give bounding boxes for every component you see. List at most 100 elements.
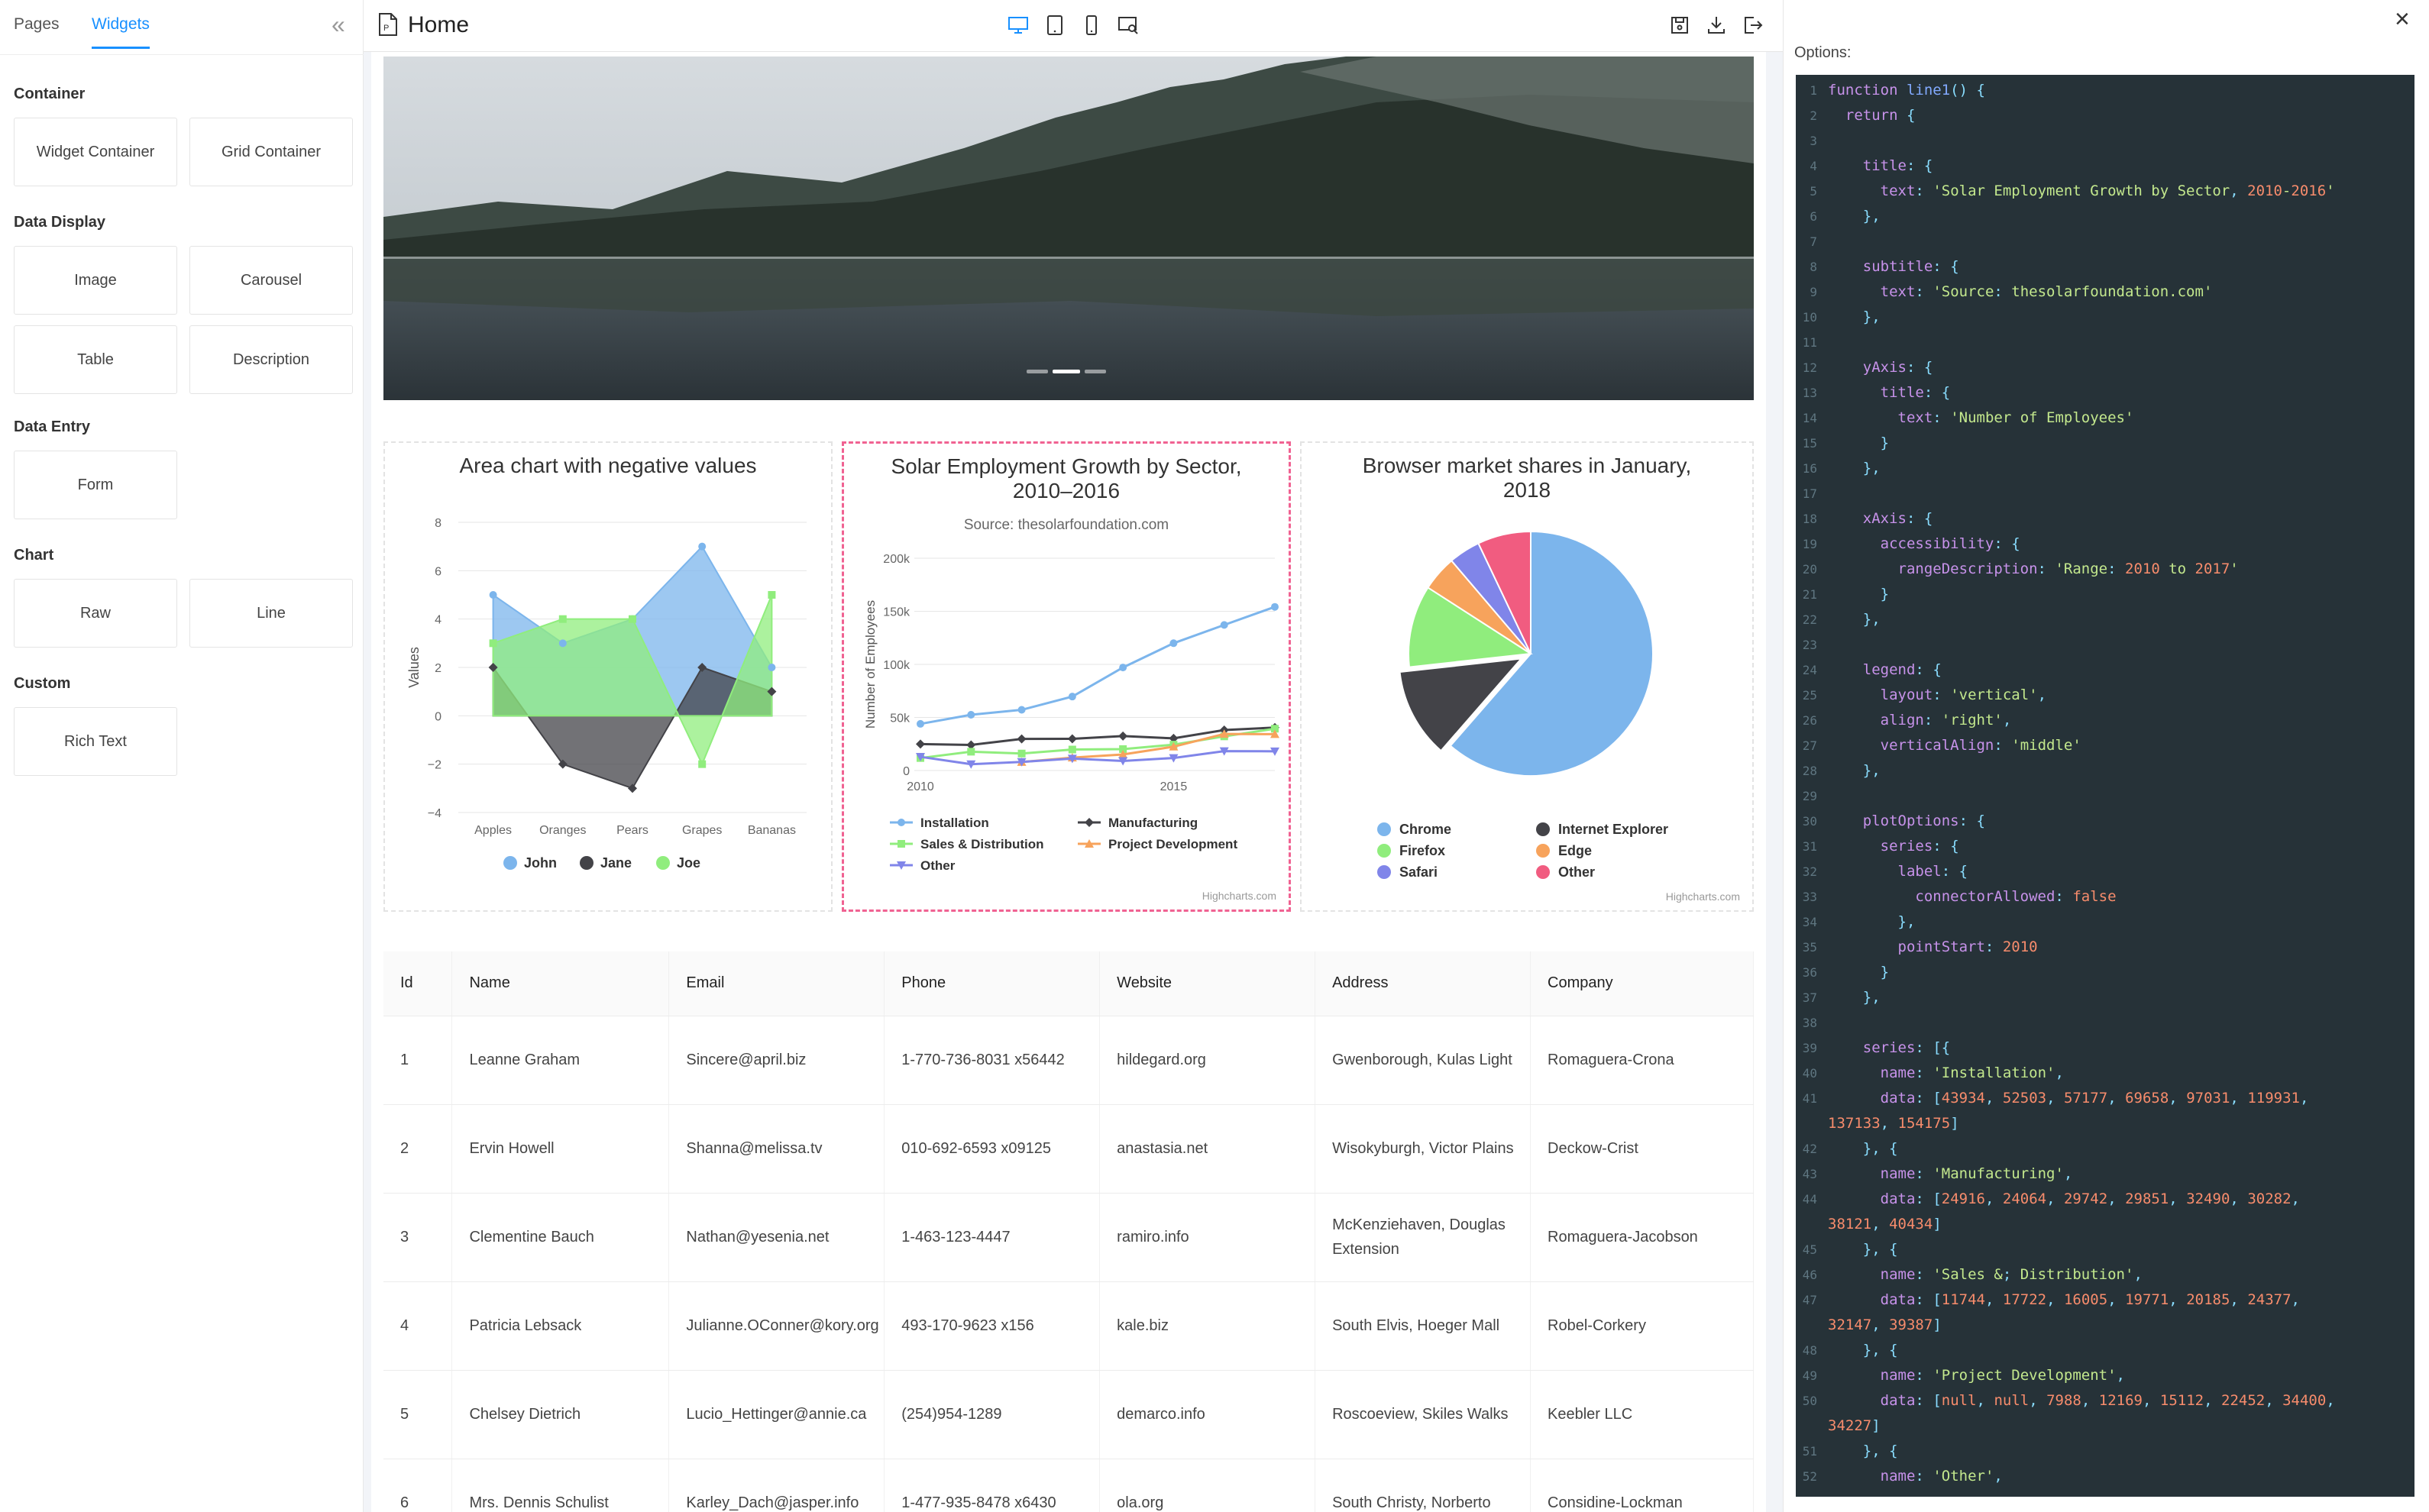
code-line[interactable]: 13 title: { <box>1796 380 2414 405</box>
code-line[interactable]: 21 } <box>1796 582 2414 607</box>
code-line[interactable]: 3 <box>1796 128 2414 153</box>
carousel-dot-active[interactable] <box>1053 370 1080 373</box>
legend-item-project-development[interactable]: Project Development <box>1108 837 1237 851</box>
widget-raw[interactable]: Raw <box>14 579 177 648</box>
legend-marker[interactable] <box>580 856 594 870</box>
widget-rich-text[interactable]: Rich Text <box>14 707 177 776</box>
code-line[interactable]: 38121, 40434] <box>1796 1212 2414 1237</box>
column-header-phone[interactable]: Phone <box>884 951 1101 1016</box>
legend-marker[interactable] <box>656 856 670 870</box>
column-header-email[interactable]: Email <box>668 951 885 1016</box>
code-line[interactable]: 17 <box>1796 481 2414 506</box>
widget-line[interactable]: Line <box>189 579 353 648</box>
code-line[interactable]: 45 }, { <box>1796 1237 2414 1262</box>
legend-item-internet-explorer[interactable]: Internet Explorer <box>1558 822 1668 837</box>
code-line[interactable]: 32147, 39387] <box>1796 1313 2414 1338</box>
pie-slice-firefox[interactable] <box>1408 586 1533 668</box>
data-point[interactable] <box>916 739 925 749</box>
code-line[interactable]: 44 data: [24916, 24064, 29742, 29851, 32… <box>1796 1187 2414 1212</box>
data-point[interactable] <box>1119 664 1127 672</box>
code-line[interactable]: 4 title: { <box>1796 153 2414 179</box>
pie-slice-chrome[interactable] <box>1449 530 1654 777</box>
data-point[interactable] <box>1169 639 1178 648</box>
data-point[interactable] <box>917 719 924 728</box>
data-point[interactable] <box>966 760 976 769</box>
code-line[interactable]: 40 name: 'Installation', <box>1796 1061 2414 1086</box>
legend-marker[interactable] <box>1377 865 1391 879</box>
code-line[interactable]: 22 }, <box>1796 607 2414 632</box>
data-point[interactable] <box>1270 747 1279 756</box>
code-editor[interactable]: 1 function line1() {2 return {3 4 title: {… <box>1796 75 2414 1497</box>
area-chart-widget[interactable]: Area chart with negative values 8 6 4 2 0 −2 −… <box>383 441 833 912</box>
code-line[interactable]: 50 data: [null, null, 7988, 12169, 15112… <box>1796 1388 2414 1413</box>
data-point[interactable] <box>1118 749 1128 758</box>
data-point[interactable] <box>489 591 497 599</box>
code-line[interactable]: 52 name: 'Other', <box>1796 1464 2414 1489</box>
data-point[interactable] <box>966 740 976 750</box>
data-point[interactable] <box>1017 706 1026 714</box>
table-row[interactable]: 1 Leanne Graham Sincere@april.biz 1-770-736… <box>383 1016 1754 1105</box>
code-line[interactable]: 24 legend: { <box>1796 657 2414 683</box>
legend-item-installation[interactable]: Installation <box>920 816 989 830</box>
data-point[interactable] <box>489 639 497 648</box>
exit-icon[interactable] <box>1742 14 1764 37</box>
carousel-widget[interactable] <box>383 57 1754 400</box>
data-point[interactable] <box>1169 741 1179 751</box>
code-line[interactable]: 2 return { <box>1796 103 2414 128</box>
data-point[interactable] <box>1169 754 1179 763</box>
data-point[interactable] <box>1118 731 1128 741</box>
line-series-sales-distribution[interactable] <box>920 727 1276 760</box>
code-line[interactable]: 37 }, <box>1796 985 2414 1010</box>
carousel-dot[interactable] <box>1027 370 1048 373</box>
code-line[interactable]: 137133, 154175] <box>1796 1111 2414 1136</box>
data-point[interactable] <box>1220 621 1228 629</box>
code-line[interactable]: 15 } <box>1796 431 2414 456</box>
data-point[interactable] <box>1085 818 1094 827</box>
line-chart-widget[interactable]: Solar Employment Growth by Sector, 2010–… <box>842 441 1291 912</box>
data-point[interactable] <box>629 615 636 623</box>
save-icon[interactable] <box>1668 14 1691 37</box>
widget-carousel[interactable]: Carousel <box>189 246 353 315</box>
download-icon[interactable] <box>1705 14 1728 37</box>
legend-item-john[interactable]: John <box>524 855 557 871</box>
data-point[interactable] <box>967 748 975 756</box>
data-point[interactable] <box>1118 757 1128 766</box>
legend-item-other[interactable]: Other <box>1558 864 1595 880</box>
code-line[interactable]: 47 data: [11744, 17722, 16005, 19771, 20… <box>1796 1287 2414 1313</box>
data-point[interactable] <box>1085 839 1094 848</box>
code-line[interactable]: 20 rangeDescription: 'Range: 2010 to 201… <box>1796 557 2414 582</box>
code-line[interactable]: 36 } <box>1796 960 2414 985</box>
legend-item-edge[interactable]: Edge <box>1558 843 1592 858</box>
data-point[interactable] <box>1017 749 1026 758</box>
legend-item-jane[interactable]: Jane <box>600 855 632 871</box>
table-row[interactable]: 6 Mrs. Dennis Schulist Karley_Dach@jasper.… <box>383 1459 1754 1512</box>
data-point[interactable] <box>897 861 906 870</box>
data-point[interactable] <box>1017 734 1027 744</box>
code-line[interactable]: 26 align: 'right', <box>1796 708 2414 733</box>
widget-widget-container[interactable]: Widget Container <box>14 118 177 186</box>
widget-form[interactable]: Form <box>14 451 177 519</box>
preview-icon[interactable] <box>1117 14 1140 37</box>
code-line[interactable]: 34227] <box>1796 1413 2414 1439</box>
code-line[interactable]: 14 text: 'Number of Employees' <box>1796 405 2414 431</box>
widget-image[interactable]: Image <box>14 246 177 315</box>
code-line[interactable]: 51 }, { <box>1796 1439 2414 1464</box>
data-point[interactable] <box>1219 747 1229 756</box>
code-line[interactable]: 8 subtitle: { <box>1796 254 2414 279</box>
desktop-icon[interactable] <box>1007 14 1030 37</box>
legend-item-firefox[interactable]: Firefox <box>1399 843 1445 858</box>
data-point[interactable] <box>628 783 637 793</box>
code-line[interactable]: 5 text: 'Solar Employment Growth by Sect… <box>1796 179 2414 204</box>
data-point[interactable] <box>1271 725 1279 733</box>
code-line[interactable]: 48 }, { <box>1796 1338 2414 1363</box>
data-point[interactable] <box>768 664 776 671</box>
data-point[interactable] <box>697 663 707 672</box>
code-line[interactable]: 43 name: 'Manufacturing', <box>1796 1161 2414 1187</box>
code-line[interactable]: 31 series: { <box>1796 834 2414 859</box>
pie-slice-internet-explorer[interactable] <box>1399 657 1524 752</box>
code-line[interactable]: 7 <box>1796 229 2414 254</box>
carousel-dot[interactable] <box>1085 370 1106 373</box>
data-point[interactable] <box>767 687 777 696</box>
data-point[interactable] <box>558 639 567 648</box>
legend-marker[interactable] <box>1377 844 1391 858</box>
